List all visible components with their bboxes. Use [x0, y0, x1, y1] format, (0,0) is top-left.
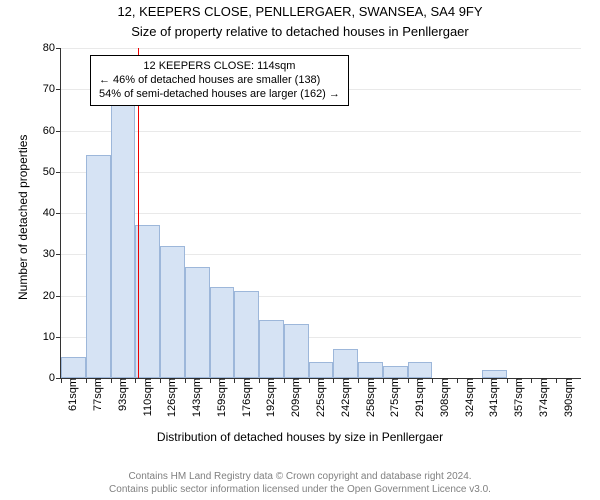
- xtick-mark: [457, 378, 458, 383]
- marker-annotation: 12 KEEPERS CLOSE: 114sqm ← 46% of detach…: [90, 55, 349, 106]
- xtick-label: 176sqm: [241, 378, 253, 417]
- xtick-label: 110sqm: [142, 378, 154, 416]
- xtick-mark: [358, 378, 359, 383]
- histogram-bar: [259, 320, 284, 378]
- annot-line2: ← 46% of detached houses are smaller (13…: [99, 74, 340, 88]
- footer-line1: Contains HM Land Registry data © Crown c…: [0, 471, 600, 484]
- xtick-mark: [284, 378, 285, 383]
- xtick-mark: [408, 378, 409, 383]
- ytick-label: 60: [43, 125, 61, 137]
- xtick-mark: [135, 378, 136, 383]
- xtick-label: 61sqm: [67, 378, 79, 411]
- xtick-label: 225sqm: [315, 378, 327, 417]
- ytick-label: 20: [43, 290, 61, 302]
- xtick-label: 374sqm: [538, 378, 550, 417]
- xtick-label: 258sqm: [365, 378, 377, 417]
- xtick-mark: [333, 378, 334, 383]
- ytick-label: 40: [43, 207, 61, 219]
- xtick-mark: [309, 378, 310, 383]
- xtick-label: 209sqm: [290, 378, 302, 417]
- histogram-bar: [234, 291, 259, 378]
- ytick-label: 0: [49, 372, 61, 384]
- xtick-label: 275sqm: [389, 378, 401, 417]
- xtick-label: 77sqm: [92, 378, 104, 411]
- xtick-mark: [160, 378, 161, 383]
- xtick-mark: [482, 378, 483, 383]
- histogram-bar: [86, 155, 111, 378]
- histogram-bar: [284, 324, 309, 378]
- ytick-label: 50: [43, 166, 61, 178]
- xtick-mark: [507, 378, 508, 383]
- x-axis-label: Distribution of detached houses by size …: [0, 430, 600, 444]
- xtick-label: 390sqm: [563, 378, 575, 417]
- histogram-bar: [309, 362, 334, 379]
- histogram-bar: [408, 362, 433, 379]
- xtick-label: 308sqm: [439, 378, 451, 417]
- xtick-label: 242sqm: [340, 378, 352, 417]
- ytick-label: 30: [43, 248, 61, 260]
- y-axis-label: Number of detached properties: [16, 135, 30, 300]
- chart-container: { "title1": "12, KEEPERS CLOSE, PENLLERG…: [0, 0, 600, 500]
- xtick-label: 159sqm: [216, 378, 228, 417]
- xtick-label: 324sqm: [464, 378, 476, 417]
- annot-line3: 54% of semi-detached houses are larger (…: [99, 88, 340, 102]
- xtick-label: 143sqm: [191, 378, 203, 417]
- histogram-bar: [210, 287, 235, 378]
- histogram-bar: [358, 362, 383, 379]
- xtick-mark: [556, 378, 557, 383]
- xtick-mark: [111, 378, 112, 383]
- xtick-mark: [86, 378, 87, 383]
- histogram-bar: [135, 225, 160, 378]
- xtick-mark: [531, 378, 532, 383]
- annot-line1: 12 KEEPERS CLOSE: 114sqm: [99, 60, 340, 74]
- chart-title-address: 12, KEEPERS CLOSE, PENLLERGAER, SWANSEA,…: [0, 4, 600, 19]
- gridline: [61, 48, 581, 49]
- histogram-bar: [185, 267, 210, 378]
- xtick-mark: [185, 378, 186, 383]
- footer-attribution: Contains HM Land Registry data © Crown c…: [0, 471, 600, 496]
- footer-line2: Contains public sector information licen…: [0, 484, 600, 497]
- xtick-label: 192sqm: [265, 378, 277, 417]
- histogram-bar: [333, 349, 358, 378]
- xtick-mark: [61, 378, 62, 383]
- histogram-bar: [383, 366, 408, 378]
- histogram-bar: [482, 370, 507, 378]
- xtick-mark: [210, 378, 211, 383]
- ytick-label: 10: [43, 331, 61, 343]
- xtick-label: 357sqm: [513, 378, 525, 417]
- ytick-label: 70: [43, 83, 61, 95]
- histogram-bar: [111, 98, 136, 379]
- gridline: [61, 213, 581, 214]
- xtick-label: 341sqm: [488, 378, 500, 417]
- gridline: [61, 172, 581, 173]
- xtick-mark: [432, 378, 433, 383]
- xtick-label: 291sqm: [414, 378, 426, 417]
- xtick-mark: [383, 378, 384, 383]
- ytick-label: 80: [43, 42, 61, 54]
- chart-subtitle: Size of property relative to detached ho…: [0, 24, 600, 39]
- xtick-label: 93sqm: [117, 378, 129, 411]
- gridline: [61, 131, 581, 132]
- xtick-mark: [234, 378, 235, 383]
- histogram-bar: [61, 357, 86, 378]
- xtick-label: 126sqm: [166, 378, 178, 417]
- histogram-bar: [160, 246, 185, 378]
- xtick-mark: [259, 378, 260, 383]
